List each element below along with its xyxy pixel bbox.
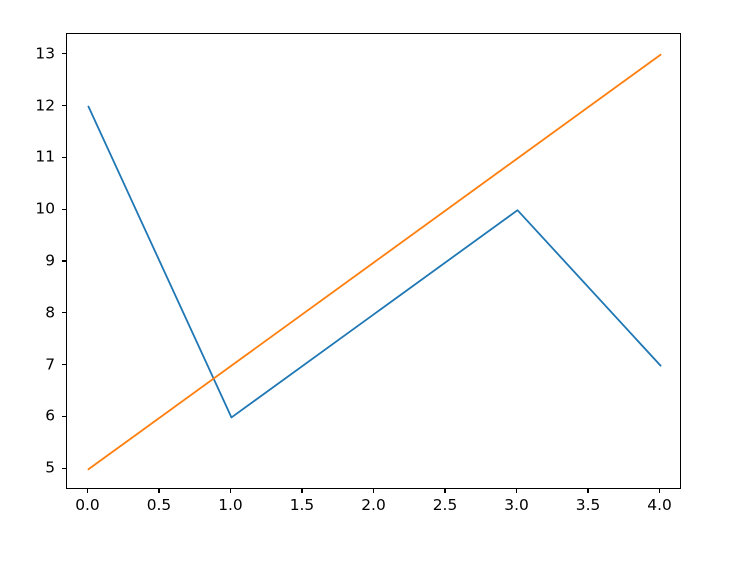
x-tick-label: 0.5 [146, 496, 172, 514]
x-tick-mark [229, 489, 232, 493]
y-tick-mark [62, 104, 66, 107]
y-tick-mark [62, 260, 66, 262]
line-series-1 [87, 105, 662, 419]
y-tick-label: 9 [45, 251, 55, 270]
x-tick-mark [158, 489, 160, 493]
x-tick-mark [658, 489, 661, 493]
y-tick-label: 11 [35, 147, 55, 166]
y-tick-mark [62, 364, 66, 366]
x-tick-label: 1.5 [289, 496, 315, 514]
y-tick-label: 7 [45, 354, 55, 373]
y-tick-label: 13 [35, 44, 55, 63]
x-tick-mark [515, 489, 518, 493]
y-tick-mark [62, 208, 66, 210]
x-tick-mark [444, 489, 446, 493]
y-tick-label: 10 [35, 199, 55, 218]
y-tick-mark [62, 156, 66, 158]
x-tick-mark [86, 489, 88, 493]
data-series-group [87, 53, 662, 471]
x-tick-label: 1.0 [218, 496, 243, 514]
x-tick-label: 4.0 [647, 496, 672, 514]
y-tick-label: 6 [45, 406, 55, 425]
x-tick-mark [372, 489, 375, 493]
y-tick-label: 8 [45, 303, 55, 322]
line-series-2 [87, 53, 662, 471]
x-tick-mark [587, 489, 589, 493]
y-tick-mark [62, 312, 66, 314]
plot-canvas [87, 53, 662, 471]
y-tick-mark [62, 415, 66, 417]
y-tick-label: 5 [45, 458, 55, 477]
plot-axes [66, 33, 681, 489]
y-tick-mark [62, 53, 66, 55]
x-tick-mark [301, 489, 303, 493]
x-tick-label: 0.0 [75, 496, 100, 514]
y-tick-label: 12 [35, 95, 55, 114]
x-tick-label: 3.0 [504, 496, 529, 514]
x-tick-label: 3.5 [575, 496, 601, 514]
x-tick-label: 2.0 [361, 496, 386, 514]
y-tick-mark [62, 467, 66, 469]
x-tick-label: 2.5 [432, 496, 458, 514]
